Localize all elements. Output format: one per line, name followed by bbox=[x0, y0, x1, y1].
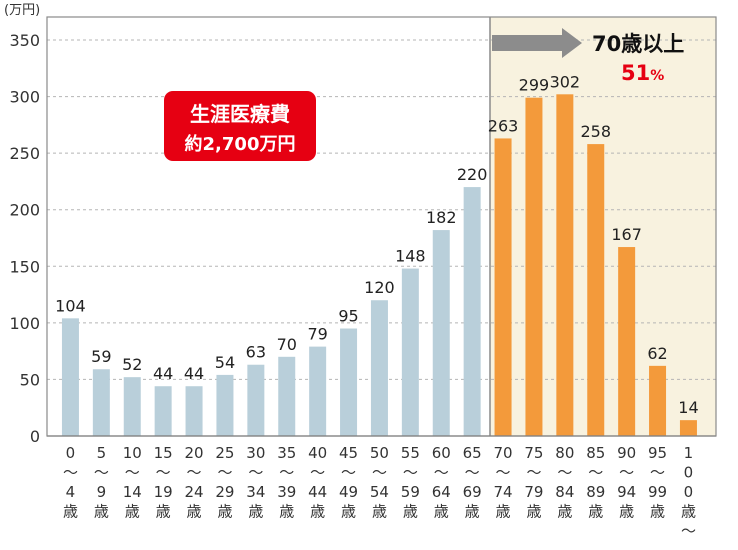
bar bbox=[340, 328, 358, 436]
bar bbox=[185, 386, 203, 436]
data-label: 70 bbox=[277, 335, 297, 354]
y-tick-label: 300 bbox=[9, 88, 40, 107]
x-tick-label: 85 〜 89 歳 bbox=[586, 444, 605, 521]
x-tick-label: 45 〜 49 歳 bbox=[339, 444, 358, 521]
x-tick-label: 60 〜 64 歳 bbox=[432, 444, 451, 521]
y-tick-label: 350 bbox=[9, 31, 40, 50]
gridlines bbox=[47, 17, 716, 436]
badge-background bbox=[164, 91, 316, 161]
y-tick-label: 100 bbox=[9, 314, 40, 333]
data-label: 263 bbox=[488, 116, 519, 135]
y-tick-label: 150 bbox=[9, 257, 40, 276]
data-label: 95 bbox=[338, 307, 358, 326]
bar bbox=[494, 138, 512, 437]
bar bbox=[432, 230, 450, 436]
x-tick-label: 70 〜 74 歳 bbox=[494, 444, 513, 521]
data-label: 62 bbox=[647, 344, 667, 363]
y-tick-label: 50 bbox=[20, 370, 40, 389]
x-tick-label: 75 〜 79 歳 bbox=[524, 444, 543, 521]
y-tick-label: 0 bbox=[30, 427, 40, 446]
data-label: 52 bbox=[122, 355, 142, 374]
highlight-percentage-value: 51 bbox=[621, 61, 650, 85]
bar bbox=[463, 187, 481, 436]
x-tick-label: 40 〜 44 歳 bbox=[308, 444, 327, 521]
data-label: 104 bbox=[55, 296, 86, 315]
x-tick-label: 10 〜 14 歳 bbox=[123, 444, 142, 521]
data-label: 182 bbox=[426, 208, 457, 227]
x-tick-label: 50 〜 54 歳 bbox=[370, 444, 389, 521]
plot-frame bbox=[46, 16, 717, 437]
bar bbox=[309, 346, 327, 436]
bars bbox=[61, 94, 697, 437]
x-tick-label: 0 〜 4 歳 bbox=[63, 444, 78, 521]
data-label: 54 bbox=[215, 353, 235, 372]
bar bbox=[92, 369, 110, 436]
lifetime-cost-badge: 生涯医療費 約2,700万円 bbox=[164, 91, 316, 161]
data-label: 220 bbox=[457, 165, 488, 184]
x-tick-label: 30 〜 34 歳 bbox=[246, 444, 265, 521]
bar bbox=[61, 318, 79, 436]
highlight-annotation: 70歳以上 51% bbox=[492, 28, 684, 85]
data-label: 44 bbox=[184, 364, 204, 383]
bar bbox=[556, 94, 574, 437]
bar bbox=[401, 268, 419, 436]
data-label: 302 bbox=[550, 72, 581, 91]
y-tick-label: 250 bbox=[9, 144, 40, 163]
x-tick-label: 80 〜 84 歳 bbox=[555, 444, 574, 521]
x-tick-label: 25 〜 29 歳 bbox=[215, 444, 234, 521]
bar bbox=[525, 97, 543, 437]
bar bbox=[618, 247, 636, 436]
y-axis-ticks: 0 50 100 150 200 250 300 350 bbox=[9, 31, 40, 446]
arrow-right-icon bbox=[492, 28, 582, 58]
x-tick-label: 65 〜 69 歳 bbox=[463, 444, 482, 521]
x-tick-label: 20 〜 24 歳 bbox=[185, 444, 204, 521]
data-label: 79 bbox=[307, 325, 327, 344]
bar bbox=[649, 365, 667, 436]
x-tick-label: 95 〜 99 歳 bbox=[648, 444, 667, 521]
highlight-percentage: 51% bbox=[621, 61, 664, 85]
badge-title: 生涯医療費 bbox=[190, 102, 290, 126]
x-tick-label: 1 0 0 歳〜 bbox=[681, 444, 696, 540]
bar bbox=[216, 374, 234, 436]
bar bbox=[679, 420, 697, 436]
data-label: 120 bbox=[364, 278, 395, 297]
bar bbox=[154, 386, 172, 436]
data-label: 63 bbox=[246, 343, 266, 362]
data-label: 258 bbox=[580, 122, 611, 141]
y-tick-label: 200 bbox=[9, 201, 40, 220]
data-label: 299 bbox=[519, 76, 550, 95]
data-label: 167 bbox=[611, 225, 642, 244]
bar bbox=[123, 377, 141, 436]
data-label: 44 bbox=[153, 364, 173, 383]
data-label: 148 bbox=[395, 247, 426, 266]
x-tick-label: 55 〜 59 歳 bbox=[401, 444, 420, 521]
bar bbox=[278, 356, 296, 436]
x-tick-label: 35 〜 39 歳 bbox=[277, 444, 296, 521]
badge-subtitle: 約2,700万円 bbox=[185, 133, 296, 155]
y-axis-unit-label: (万円) bbox=[4, 3, 40, 18]
highlight-percentage-unit: % bbox=[650, 68, 664, 84]
x-tick-label: 15 〜 19 歳 bbox=[154, 444, 173, 521]
bar bbox=[587, 144, 605, 436]
highlight-title: 70歳以上 bbox=[592, 32, 684, 56]
x-axis-category-labels: 0 〜 4 歳 5 〜 9 歳 10 〜 14 歳 15 〜 19 歳 20 〜 24 歳 25 〜 29 歳 30 〜 34 歳 35… bbox=[63, 444, 696, 540]
data-label: 59 bbox=[91, 347, 111, 366]
data-label: 14 bbox=[678, 398, 698, 417]
bar bbox=[247, 364, 265, 436]
x-tick-label: 5 〜 9 歳 bbox=[94, 444, 109, 521]
x-tick-label: 90 〜 94 歳 bbox=[617, 444, 636, 521]
bar bbox=[370, 300, 388, 436]
